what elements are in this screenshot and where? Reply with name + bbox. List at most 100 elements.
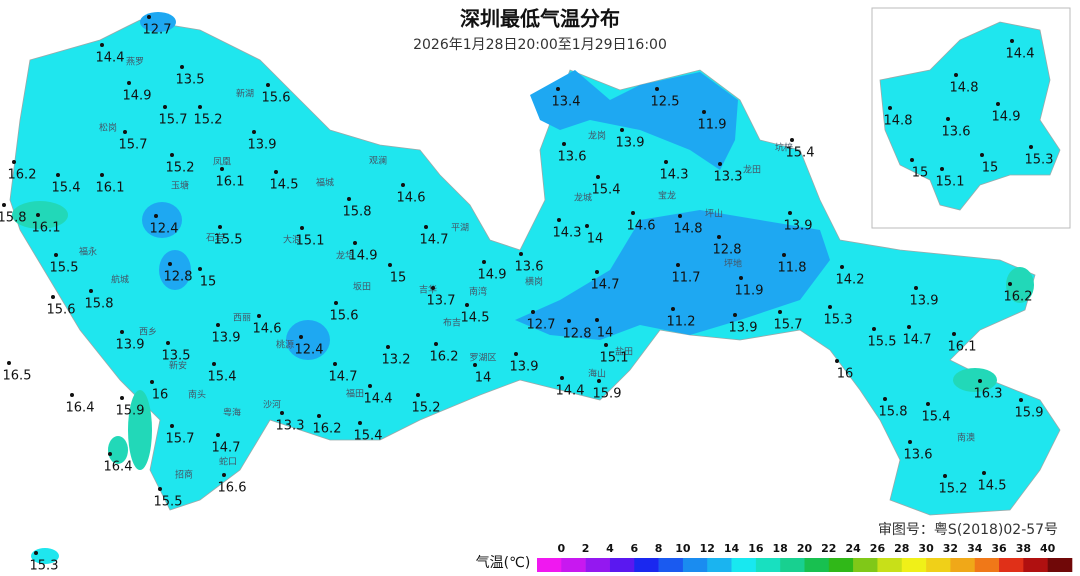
legend-swatch	[828, 558, 854, 572]
station-value: 15.4	[592, 183, 621, 198]
station-dot	[595, 318, 599, 322]
station-dot	[317, 414, 321, 418]
station-value: 12.7	[527, 318, 556, 333]
station-value: 14.4	[556, 384, 585, 399]
station-dot	[163, 105, 167, 109]
station-dot	[828, 305, 832, 309]
station-dot	[89, 289, 93, 293]
station-dot	[718, 162, 722, 166]
station-value: 16.6	[218, 481, 247, 496]
station-value: 15.5	[154, 495, 183, 510]
district-name: 横岗	[525, 276, 543, 288]
station-dot	[940, 167, 944, 171]
station-dot	[557, 218, 561, 222]
station-dot	[883, 397, 887, 401]
cold-zone	[159, 250, 191, 290]
legend-tick: 38	[1016, 542, 1031, 555]
station-value: 14.3	[553, 226, 582, 241]
station-dot	[946, 117, 950, 121]
station-dot	[778, 310, 782, 314]
district-name: 石岩	[206, 232, 224, 244]
station-dot	[733, 313, 737, 317]
warm-zone	[128, 390, 152, 470]
station-value: 15.9	[593, 387, 622, 402]
station-dot	[790, 138, 794, 142]
legend-tick: 2	[582, 542, 590, 555]
legend-tick: 40	[1040, 542, 1056, 555]
station-dot	[434, 342, 438, 346]
station-dot	[347, 197, 351, 201]
legend-tick: 18	[773, 542, 788, 555]
legend-tick: 32	[943, 542, 958, 555]
station-dot	[266, 83, 270, 87]
legend-swatch	[682, 558, 708, 572]
legend-tick: 16	[748, 542, 764, 555]
station-dot	[170, 424, 174, 428]
legend-swatch	[853, 558, 878, 572]
station-value: 14.8	[884, 114, 913, 129]
station-dot	[36, 213, 40, 217]
station-dot	[120, 396, 124, 400]
station-dot	[788, 211, 792, 215]
station-value: 15.8	[0, 211, 26, 226]
legend-title: 气温(℃)	[476, 555, 531, 571]
district-name: 南湾	[469, 286, 487, 298]
station-dot	[257, 314, 261, 318]
station-dot	[2, 203, 6, 207]
station-dot	[978, 379, 982, 383]
station-value: 13.9	[729, 321, 758, 336]
station-dot	[386, 345, 390, 349]
station-dot	[910, 158, 914, 162]
station-value: 14.5	[270, 178, 299, 193]
station-value: 13.9	[212, 331, 241, 346]
station-dot	[70, 393, 74, 397]
station-dot	[12, 160, 16, 164]
station-value: 11.8	[778, 261, 807, 276]
station-dot	[597, 379, 601, 383]
station-value: 15.6	[47, 303, 76, 318]
island	[108, 436, 128, 464]
station-dot	[158, 487, 162, 491]
station-value: 15.9	[1015, 406, 1044, 421]
station-value: 12.5	[651, 95, 680, 110]
station-dot	[401, 183, 405, 187]
station-value: 16.2	[430, 350, 459, 365]
district-name: 坪山	[705, 209, 723, 220]
station-value: 15.8	[85, 297, 114, 312]
station-dot	[154, 214, 158, 218]
legend-swatch	[877, 558, 903, 572]
station-value: 16.4	[66, 401, 95, 416]
legend-tick: 4	[606, 542, 614, 555]
station-dot	[562, 142, 566, 146]
station-value: 13.6	[942, 125, 971, 140]
station-value: 15.2	[939, 482, 968, 497]
district-name: 坂田	[353, 282, 371, 293]
station-value: 15.4	[354, 429, 383, 444]
district-name: 新湖	[236, 88, 254, 100]
legend-swatch	[1047, 558, 1073, 572]
station-dot	[655, 87, 659, 91]
district-name: 平湖	[451, 223, 469, 234]
station-dot	[56, 173, 60, 177]
station-dot	[252, 130, 256, 134]
district-name: 桃源	[276, 339, 294, 351]
station-value: 15.6	[330, 309, 359, 324]
station-value: 13.3	[714, 170, 743, 185]
station-value: 14.2	[836, 273, 865, 288]
station-value: 16.4	[104, 460, 133, 475]
legend-tick: 10	[675, 542, 691, 555]
district-name: 坑梓	[775, 142, 793, 154]
legend-swatch	[999, 558, 1024, 572]
district-name: 南头	[188, 389, 206, 401]
station-value: 15.6	[262, 91, 291, 106]
station-value: 15	[912, 166, 929, 181]
station-value: 15.1	[600, 351, 629, 366]
district-name: 海山	[588, 368, 606, 380]
station-dot	[100, 173, 104, 177]
station-value: 15.1	[936, 175, 965, 190]
station-value: 16	[837, 367, 854, 382]
station-value: 15.7	[774, 318, 803, 333]
station-dot	[914, 286, 918, 290]
